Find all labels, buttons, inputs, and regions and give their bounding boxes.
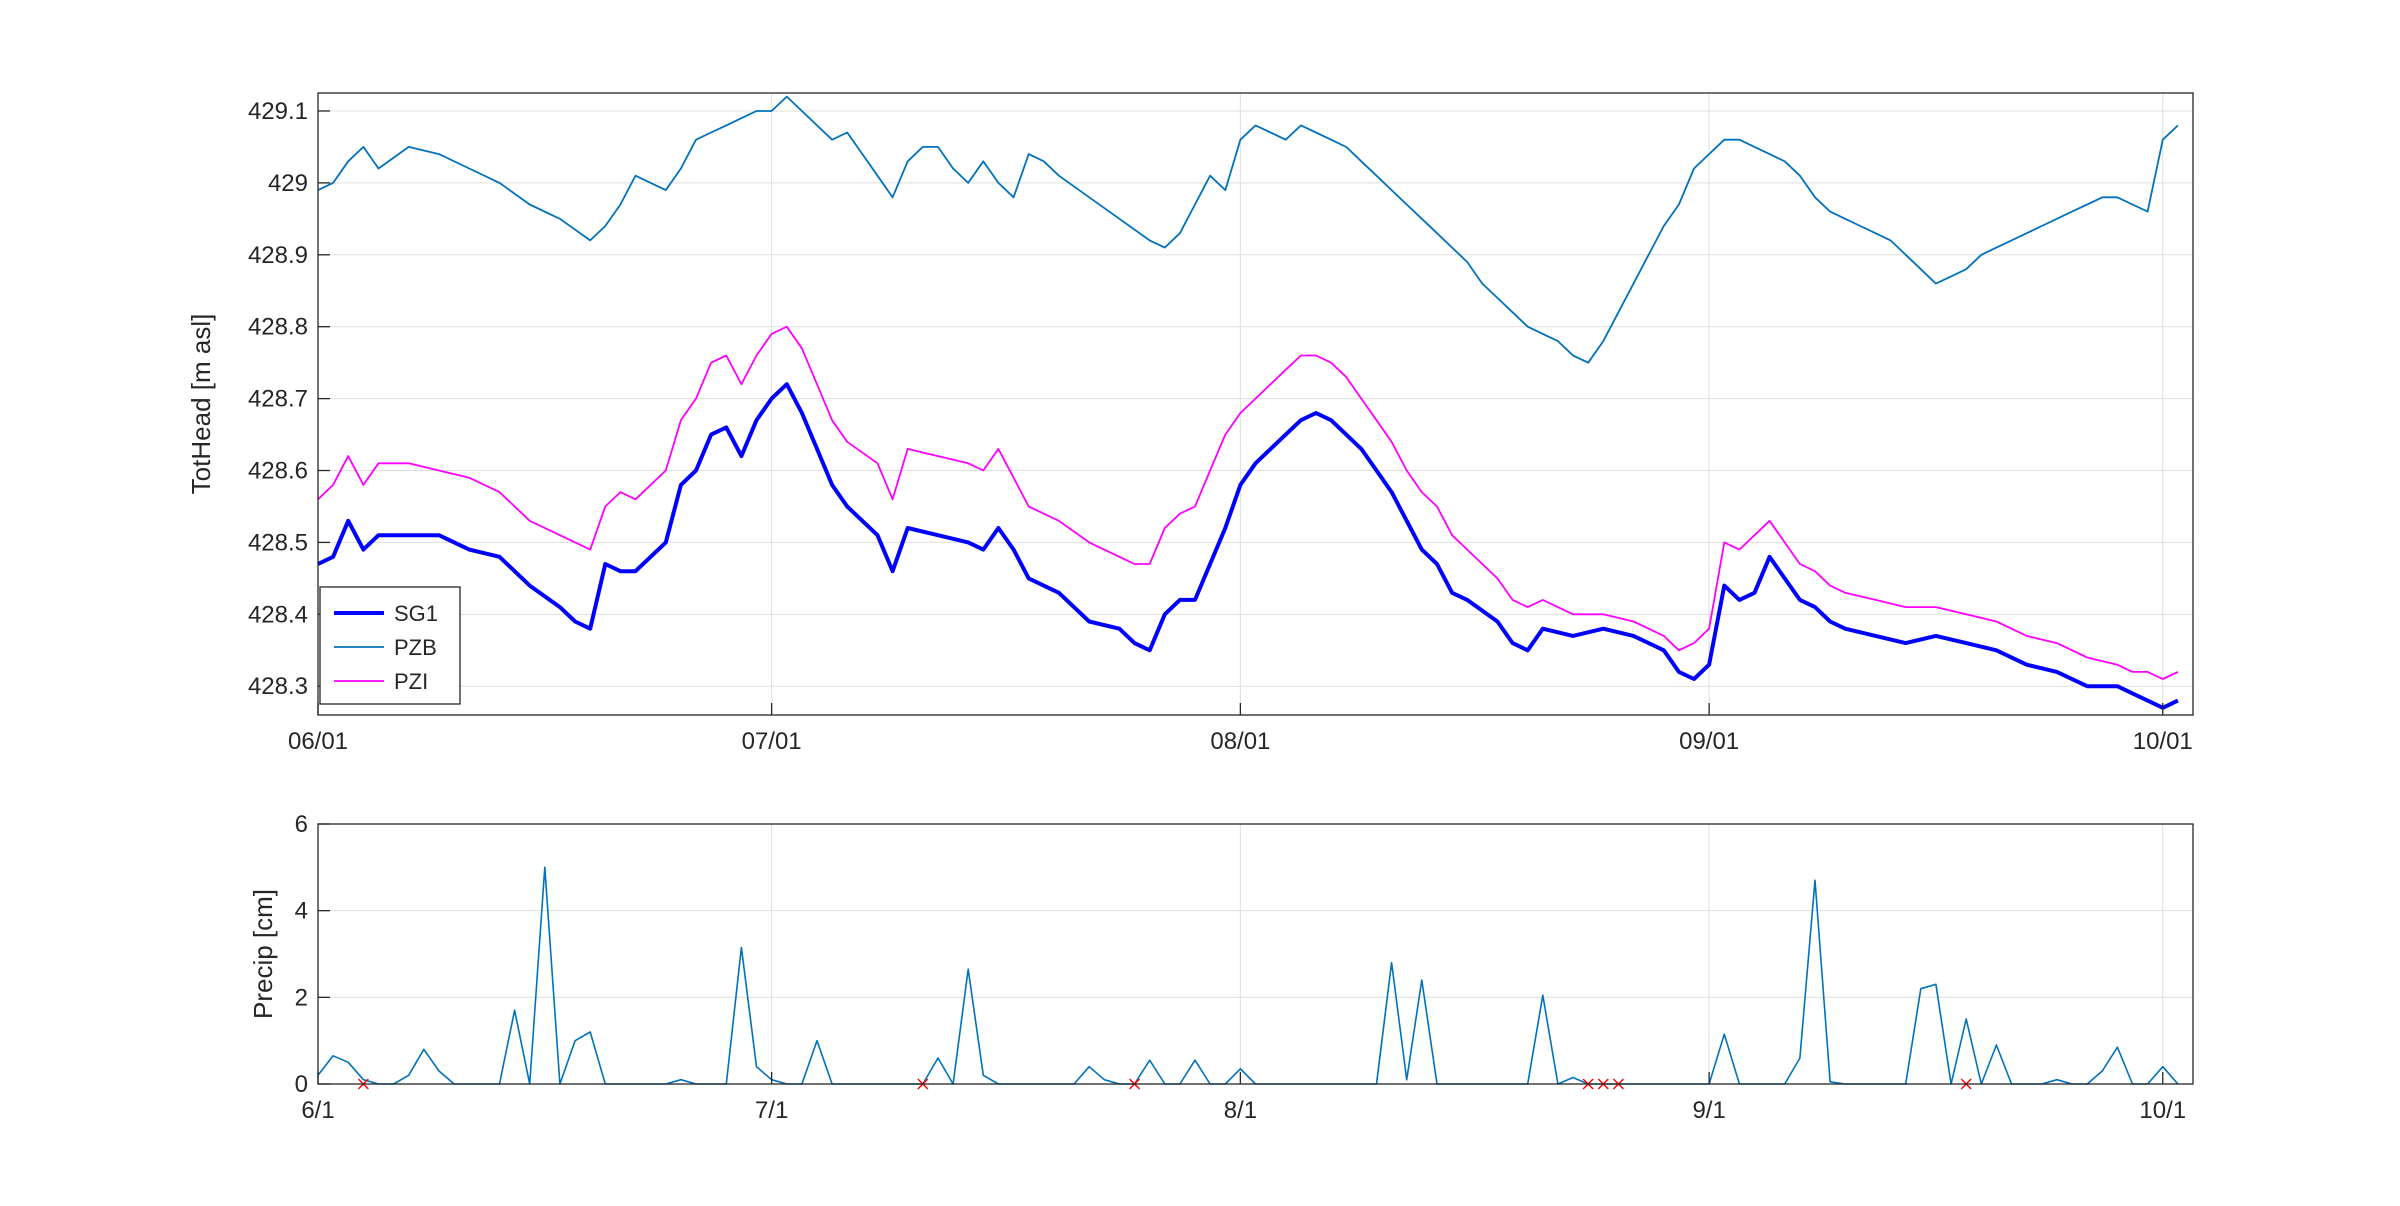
- head-y-axis-label: TotHead [m asl]: [186, 314, 216, 495]
- y-tick-label: 4: [295, 898, 308, 925]
- y-tick-label: 428.9: [248, 242, 308, 269]
- series-line-pzi: [317, 325, 2179, 680]
- series-line-pzb: [317, 95, 2179, 364]
- series-line-sg1: [317, 382, 2179, 710]
- y-tick-label: 428.8: [248, 314, 308, 341]
- legend-box: [319, 586, 461, 705]
- y-tick-label: 428.5: [248, 529, 308, 556]
- precip-plot-area: [318, 824, 2193, 1084]
- x-tick-label: 10/01: [2133, 728, 2193, 755]
- head-y-ticks: 428.3 428.4 428.5 428.6 428.7 428.8 428.9 429 42…: [248, 98, 330, 700]
- x-tick-label: 6/1: [301, 1097, 334, 1124]
- x-tick-label: 09/01: [1679, 728, 1739, 755]
- y-tick-label: 0: [295, 1071, 308, 1098]
- legend-label-pzb: PZB: [394, 635, 437, 660]
- precip-chart: 6/1 7/1 8/1 9/1 10/1 0 2 4 6 Precip [cm]: [248, 811, 2194, 1124]
- x-tick-label: 8/1: [1224, 1097, 1257, 1124]
- x-tick-label: 10/1: [2139, 1097, 2186, 1124]
- y-tick-label: 428.7: [248, 386, 308, 413]
- y-tick-label: 2: [295, 984, 308, 1011]
- x-tick-label: 06/01: [288, 728, 348, 755]
- y-tick-label: 429: [268, 170, 308, 197]
- precip-x-ticks: 6/1 7/1 8/1 9/1 10/1: [301, 1072, 2186, 1124]
- y-tick-label: 429.1: [248, 98, 308, 125]
- precip-axes-box: [317, 823, 2194, 1085]
- precip-y-axis-label: Precip [cm]: [248, 889, 278, 1019]
- y-tick-label: 6: [295, 811, 308, 838]
- head-series-lines: [317, 95, 2179, 710]
- x-tick-label: 07/01: [742, 728, 802, 755]
- legend-label-pzi: PZI: [394, 669, 428, 694]
- head-axes-box: [317, 92, 2194, 716]
- head-chart: 06/01 07/01 08/01 09/01 10/01 428.3428.4428.…: [186, 92, 2194, 755]
- legend-label-sg1: SG1: [394, 601, 438, 626]
- head-legend[interactable]: SG1 PZB PZI: [319, 586, 461, 705]
- head-plot-area: [318, 93, 2193, 715]
- head-x-ticks: 06/01 07/01 08/01 09/01 10/01: [288, 703, 2193, 755]
- x-tick-label: 9/1: [1692, 1097, 1725, 1124]
- y-tick-label: 428.4: [248, 601, 308, 628]
- x-tick-label: 7/1: [755, 1097, 788, 1124]
- y-tick-label: 428.6: [248, 458, 308, 485]
- x-tick-label: 08/01: [1210, 728, 1270, 755]
- precip-y-ticks: 0 2 4 6: [295, 811, 330, 1098]
- y-tick-label: 428.3: [248, 673, 308, 700]
